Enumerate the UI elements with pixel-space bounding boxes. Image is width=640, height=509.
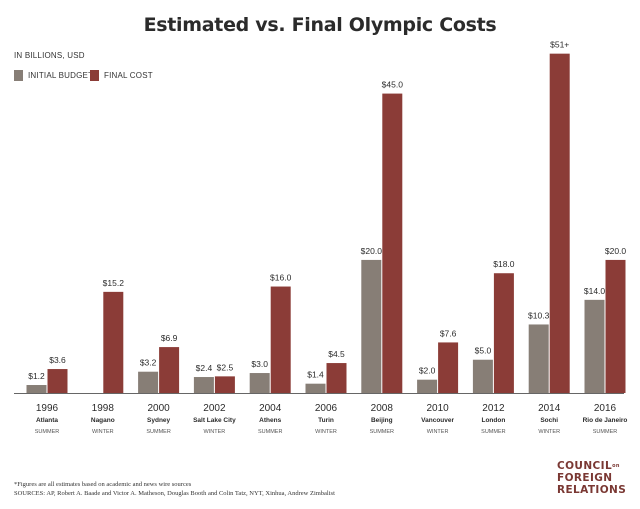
tick-year-1998: 1998 xyxy=(92,403,115,414)
bar-final-2006-turin xyxy=(326,363,347,393)
tick-city-nagano: Nagano xyxy=(91,417,115,424)
data-label-final-2010-vancouver: $7.6 xyxy=(440,328,457,338)
data-label-final-1998-nagano: $15.2 xyxy=(103,278,125,288)
bar-final-2008-beijing xyxy=(382,93,403,394)
tick-season-1998: WINTER xyxy=(92,429,114,435)
footnote: *Figures are all estimates based on acad… xyxy=(14,481,192,488)
tick-season-2004: SUMMER xyxy=(258,429,282,435)
tick-year-1996: 1996 xyxy=(36,403,59,414)
bar-final-2004-athens xyxy=(270,286,291,393)
data-label-initial-2000-sydney: $3.2 xyxy=(140,358,157,368)
chart-title: Estimated vs. Final Olympic Costs xyxy=(143,14,497,36)
tick-season-2002: WINTER xyxy=(204,429,226,435)
bar-final-1998-nagano xyxy=(103,291,124,393)
tick-year-2002: 2002 xyxy=(203,403,226,414)
bar-initial-2002-salt-lake-city xyxy=(193,377,214,393)
sources-note: SOURCES: AP, Robert A. Baade and Victor … xyxy=(14,490,335,497)
bar-initial-2000-sydney xyxy=(138,371,159,393)
tick-season-2010: WINTER xyxy=(427,429,449,435)
bar-final-2012-london xyxy=(493,273,514,393)
bar-initial-2012-london xyxy=(472,359,493,393)
tick-year-2000: 2000 xyxy=(147,403,170,414)
tick-year-2014: 2014 xyxy=(538,403,561,414)
legend-swatch-final xyxy=(90,70,99,81)
tick-city-rio-de-janeiro: Rio de Janeiro xyxy=(583,417,628,424)
tick-season-2008: SUMMER xyxy=(370,429,394,435)
tick-city-sochi: Sochi xyxy=(540,417,558,424)
bar-initial-2006-turin xyxy=(305,383,326,393)
tick-city-beijing: Beijing xyxy=(371,417,393,424)
data-label-final-2000-sydney: $6.9 xyxy=(161,333,178,343)
tick-season-2006: WINTER xyxy=(315,429,337,435)
data-label-initial-2016-rio-de-janeiro: $14.0 xyxy=(584,286,606,296)
tick-city-london: London xyxy=(481,417,505,424)
data-label-final-2002-salt-lake-city: $2.5 xyxy=(217,362,234,372)
tick-city-atlanta: Atlanta xyxy=(36,417,58,424)
bar-initial-2010-vancouver xyxy=(417,379,438,393)
bar-initial-2014-sochi xyxy=(528,324,549,393)
legend-swatch-initial xyxy=(14,70,23,81)
tick-season-2000: SUMMER xyxy=(146,429,170,435)
tick-year-2016: 2016 xyxy=(594,403,617,414)
data-label-initial-1996-atlanta: $1.2 xyxy=(28,371,45,381)
bar-final-2002-salt-lake-city xyxy=(214,376,235,393)
tick-year-2010: 2010 xyxy=(426,403,449,414)
data-label-final-2008-beijing: $45.0 xyxy=(382,80,404,90)
bar-initial-2008-beijing xyxy=(361,259,382,393)
tick-season-2014: WINTER xyxy=(538,429,560,435)
bar-initial-1996-atlanta xyxy=(26,385,47,393)
legend-item-final: FINAL COST xyxy=(90,70,153,81)
tick-year-2008: 2008 xyxy=(371,403,394,414)
data-label-initial-2006-turin: $1.4 xyxy=(307,370,324,380)
tick-season-2012: SUMMER xyxy=(481,429,505,435)
cfr-logo: COUNCILon FOREIGN RELATIONS xyxy=(557,460,627,496)
tick-city-sydney: Sydney xyxy=(147,417,171,424)
data-label-initial-2012-london: $5.0 xyxy=(475,346,492,356)
bar-final-2016-rio-de-janeiro xyxy=(605,259,626,393)
data-label-initial-2004-athens: $3.0 xyxy=(251,359,268,369)
tick-season-1996: SUMMER xyxy=(35,429,59,435)
data-label-initial-2008-beijing: $20.0 xyxy=(361,246,383,256)
data-label-final-2016-rio-de-janeiro: $20.0 xyxy=(605,246,627,256)
data-label-final-2012-london: $18.0 xyxy=(493,259,515,269)
tick-year-2004: 2004 xyxy=(259,403,282,414)
tick-city-athens: Athens xyxy=(259,417,281,424)
unit-label: IN BILLIONS, USD xyxy=(14,51,85,60)
tick-city-turin: Turin xyxy=(318,417,334,424)
tick-season-2016: SUMMER xyxy=(593,429,617,435)
data-label-initial-2002-salt-lake-city: $2.4 xyxy=(196,363,213,373)
data-label-final-2004-athens: $16.0 xyxy=(270,273,292,283)
bar-final-2000-sydney xyxy=(159,347,180,393)
data-label-initial-2014-sochi: $10.3 xyxy=(528,310,550,320)
bar-final-2014-sochi xyxy=(549,53,570,394)
legend-label-final: FINAL COST xyxy=(104,71,153,80)
bar-final-2010-vancouver xyxy=(438,342,459,393)
tick-year-2006: 2006 xyxy=(315,403,338,414)
legend-label-initial: INITIAL BUDGET xyxy=(28,71,94,80)
tick-city-vancouver: Vancouver xyxy=(421,417,454,424)
bar-final-1996-atlanta xyxy=(47,369,68,393)
data-label-initial-2010-vancouver: $2.0 xyxy=(419,366,436,376)
data-label-final-2006-turin: $4.5 xyxy=(328,349,345,359)
legend-item-initial: INITIAL BUDGET xyxy=(14,70,93,81)
bar-initial-2016-rio-de-janeiro xyxy=(584,299,605,393)
data-label-final-1996-atlanta: $3.6 xyxy=(49,355,66,365)
tick-year-2012: 2012 xyxy=(482,403,505,414)
data-label-final-2014-sochi: $51+ xyxy=(550,40,569,50)
bar-initial-2004-athens xyxy=(249,373,270,393)
tick-city-salt-lake-city: Salt Lake City xyxy=(193,417,236,424)
